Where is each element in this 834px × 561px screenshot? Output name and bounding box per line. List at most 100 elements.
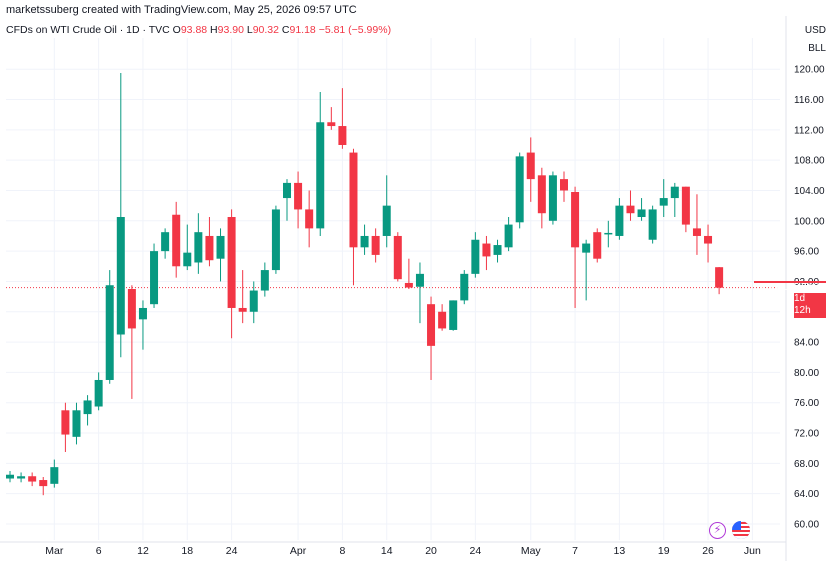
x-tick-label: 19 [658, 545, 670, 557]
candle-body [349, 152, 358, 248]
candle-body [172, 214, 181, 267]
low-value: 90.32 [252, 24, 279, 36]
symbol-description[interactable]: CFDs on WTI Crude Oil · 1D · TVC [6, 24, 170, 36]
x-tick-label: 24 [226, 545, 238, 557]
candle-body [482, 243, 491, 257]
candle-body [61, 410, 70, 435]
candle-body [637, 209, 646, 218]
x-tick-label: 24 [470, 545, 482, 557]
x-tick-label: 18 [181, 545, 193, 557]
price-tag-value: 91.18 [794, 281, 820, 293]
candle-body [670, 186, 679, 199]
candle-body [183, 252, 192, 267]
high-value: 93.90 [217, 24, 244, 36]
y-tick-label: 100.00 [794, 216, 825, 227]
x-tick-label: May [521, 545, 542, 557]
candle-body [404, 282, 413, 288]
bar-countdown: 1d 12h [794, 292, 826, 318]
candle-body [604, 232, 613, 235]
candle-body [39, 480, 48, 487]
change-value: −5.81 (−5.99%) [318, 24, 392, 36]
y-tick-label: 108.00 [794, 156, 825, 167]
x-tick-label: 12 [137, 545, 149, 557]
candle-body [415, 273, 424, 287]
candle-body [216, 235, 225, 259]
us-flag-icon[interactable] [732, 521, 750, 539]
candle-body [471, 239, 480, 274]
x-tick-label: 26 [702, 545, 714, 557]
candle-body [83, 400, 92, 415]
candle-body [515, 156, 524, 223]
y-tick-label: 76.00 [794, 398, 819, 409]
x-tick-label: 13 [614, 545, 626, 557]
candle-body [571, 191, 580, 248]
candle-body [582, 243, 591, 253]
candle-body [150, 251, 159, 305]
candle-body [681, 186, 690, 225]
y-tick-label: 104.00 [794, 186, 825, 197]
candle-body [338, 126, 347, 145]
close-value: 91.18 [289, 24, 316, 36]
candle-body [493, 245, 502, 255]
candle-body [294, 182, 303, 210]
candle-body [28, 476, 37, 482]
open-label: O [172, 24, 181, 36]
candle-body [94, 379, 103, 407]
candle-body [504, 224, 513, 248]
high-label: H [210, 24, 218, 36]
candle-body [438, 311, 447, 329]
candle-body [161, 232, 170, 252]
candle-body [382, 205, 391, 236]
candle-body [526, 152, 535, 180]
chart-credit: marketssuberg created with TradingView.c… [6, 4, 357, 16]
unit-label[interactable]: BLL [808, 43, 826, 54]
open-value: 93.88 [180, 24, 208, 36]
candle-body [127, 289, 136, 329]
candle-body [72, 410, 81, 437]
lightning-icon[interactable]: ⚡ [709, 522, 726, 539]
candle-body [626, 205, 635, 214]
x-tick-label: Jun [744, 545, 761, 557]
candle-body [360, 235, 369, 248]
y-tick-label: 64.00 [794, 489, 819, 500]
candle-body [371, 235, 380, 255]
price-tag-symbol: USOIL [757, 281, 788, 293]
y-tick-label: 96.00 [794, 247, 819, 258]
candle-body [116, 217, 125, 335]
candle-body [50, 467, 59, 484]
candle-body [615, 205, 624, 236]
x-tick-label: 6 [96, 545, 102, 557]
candle-body [560, 179, 568, 191]
candle-body [194, 232, 203, 263]
ohlc-legend: CFDs on WTI Crude Oil · 1D · TVC O93.88 … [6, 24, 391, 36]
candle-body [6, 474, 14, 479]
candle-body [227, 217, 236, 308]
candle-body [704, 235, 713, 244]
y-tick-label: 72.00 [794, 429, 819, 440]
candle-body [659, 198, 668, 206]
candle-body [249, 290, 258, 312]
y-tick-label: 68.00 [794, 459, 819, 470]
x-tick-label: 14 [381, 545, 393, 557]
candle-body [537, 175, 546, 214]
candle-body [260, 270, 269, 291]
candle-body [305, 209, 314, 229]
candle-body [138, 307, 147, 320]
x-tick-label: 8 [339, 545, 345, 557]
candle-body [105, 285, 114, 380]
candle-body [316, 122, 325, 229]
close-label: C [281, 24, 290, 36]
y-tick-label: 112.00 [794, 125, 824, 136]
candle-body [393, 235, 402, 280]
candle-body [205, 235, 214, 261]
y-tick-label: 120.00 [794, 65, 825, 76]
candle-body [449, 300, 458, 330]
candle-body [427, 304, 436, 346]
candle-body [17, 476, 26, 479]
low-label: L [246, 24, 253, 36]
last-price-tag: USOIL 91.18 1d 12h [754, 280, 826, 318]
currency-label[interactable]: USD [804, 25, 826, 36]
candle-body [460, 273, 469, 301]
y-tick-label: 84.00 [794, 338, 819, 349]
